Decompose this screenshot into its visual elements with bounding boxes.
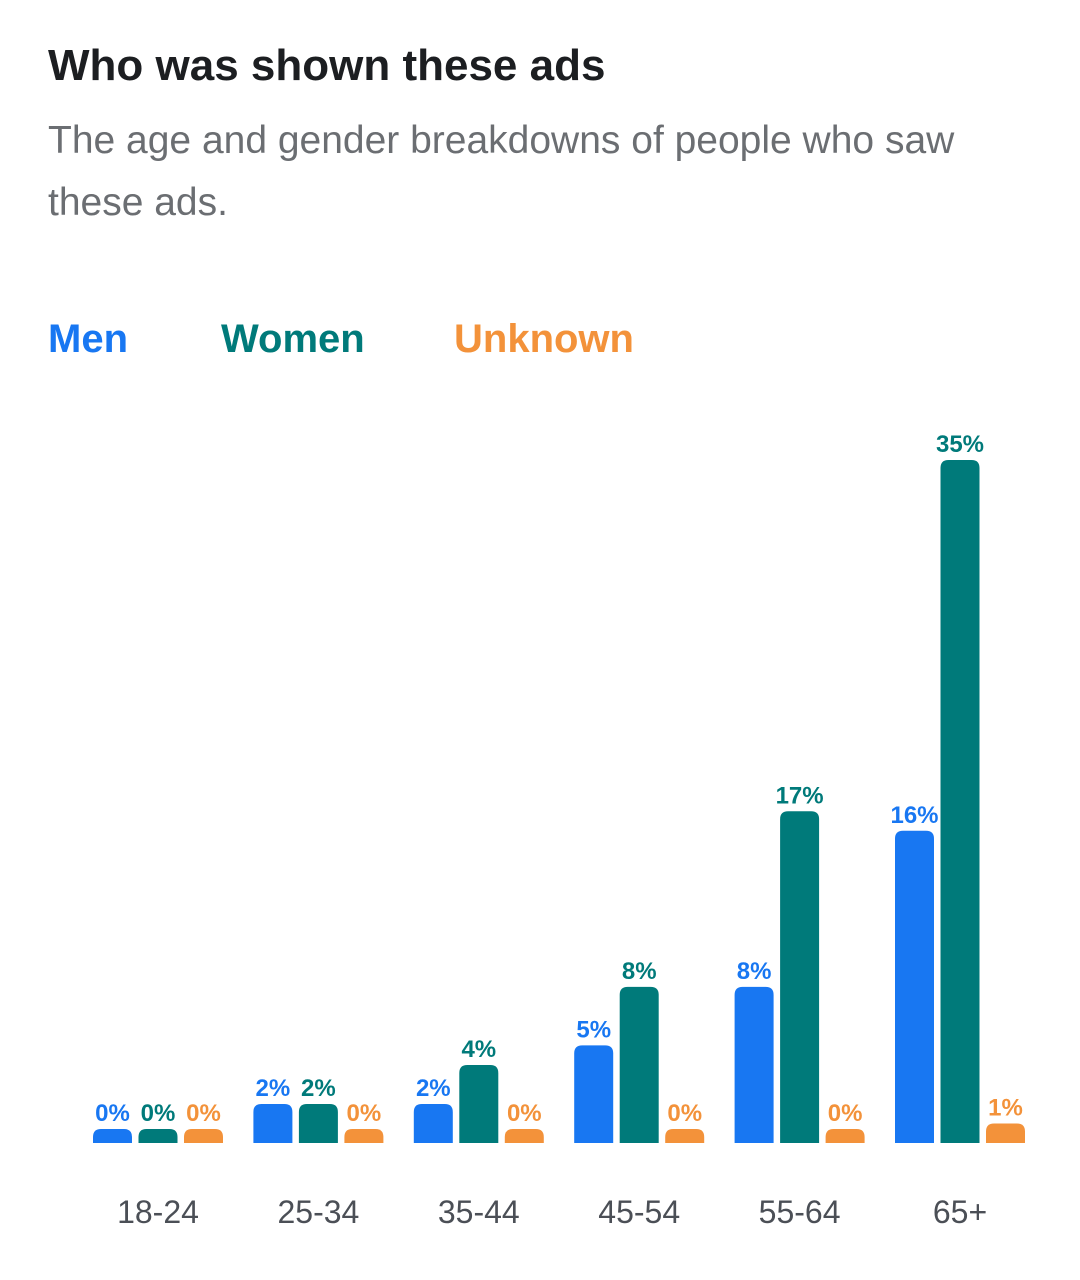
chart-title: Who was shown these ads: [48, 41, 606, 90]
bar-men-55-64[interactable]: [734, 986, 774, 1143]
data-label-men-55-64: 8%: [737, 958, 772, 985]
data-label-women-25-34: 2%: [301, 1075, 336, 1102]
bar-men-18-24[interactable]: [93, 1129, 132, 1143]
bar-women-65+[interactable]: [940, 460, 980, 1143]
x-tick-label-18-24: 18-24: [117, 1194, 199, 1230]
bar-women-35-44[interactable]: [459, 1064, 499, 1143]
bar-men-25-34[interactable]: [253, 1103, 293, 1143]
bar-women-25-34[interactable]: [298, 1103, 338, 1143]
x-tick-label-35-44: 35-44: [438, 1194, 520, 1230]
bar-unknown-35-44[interactable]: [504, 1129, 544, 1143]
bar-women-45-54[interactable]: [619, 986, 659, 1143]
bar-unknown-45-54[interactable]: [665, 1129, 705, 1143]
data-label-women-55-64: 17%: [776, 782, 824, 809]
data-label-men-65+: 16%: [890, 802, 938, 829]
data-label-women-65+: 35%: [936, 431, 984, 458]
data-label-women-35-44: 4%: [461, 1036, 496, 1063]
data-label-unknown-55-64: 0%: [828, 1100, 863, 1127]
legend-women[interactable]: Women: [221, 317, 365, 361]
data-label-women-45-54: 8%: [622, 958, 657, 985]
bar-men-45-54[interactable]: [574, 1045, 614, 1143]
data-label-women-18-24: 0%: [141, 1100, 176, 1127]
bar-women-18-24[interactable]: [138, 1129, 178, 1143]
data-label-unknown-25-34: 0%: [347, 1100, 382, 1127]
bar-unknown-65+[interactable]: [986, 1123, 1025, 1143]
x-tick-label-55-64: 55-64: [759, 1194, 841, 1230]
data-label-unknown-18-24: 0%: [186, 1100, 221, 1127]
bar-women-55-64[interactable]: [780, 811, 820, 1143]
data-label-unknown-65+: 1%: [988, 1094, 1023, 1121]
bar-unknown-25-34[interactable]: [344, 1129, 384, 1143]
x-tick-label-25-34: 25-34: [277, 1194, 359, 1230]
bar-men-65+[interactable]: [895, 830, 934, 1143]
bar-unknown-18-24[interactable]: [184, 1129, 223, 1143]
bar-men-35-44[interactable]: [413, 1103, 453, 1143]
x-tick-label-65+: 65+: [933, 1194, 987, 1230]
bar-unknown-55-64[interactable]: [825, 1129, 865, 1143]
data-label-unknown-35-44: 0%: [507, 1100, 542, 1127]
chart-subtitle: The age and gender breakdowns of people …: [48, 119, 955, 224]
data-label-unknown-45-54: 0%: [667, 1100, 702, 1127]
data-label-men-18-24: 0%: [95, 1100, 130, 1127]
x-tick-label-45-54: 45-54: [598, 1194, 680, 1230]
legend-unknown[interactable]: Unknown: [454, 317, 634, 361]
data-label-men-35-44: 2%: [416, 1075, 451, 1102]
legend-men[interactable]: Men: [48, 317, 128, 361]
data-label-men-25-34: 2%: [256, 1075, 291, 1102]
data-label-men-45-54: 5%: [576, 1016, 611, 1043]
